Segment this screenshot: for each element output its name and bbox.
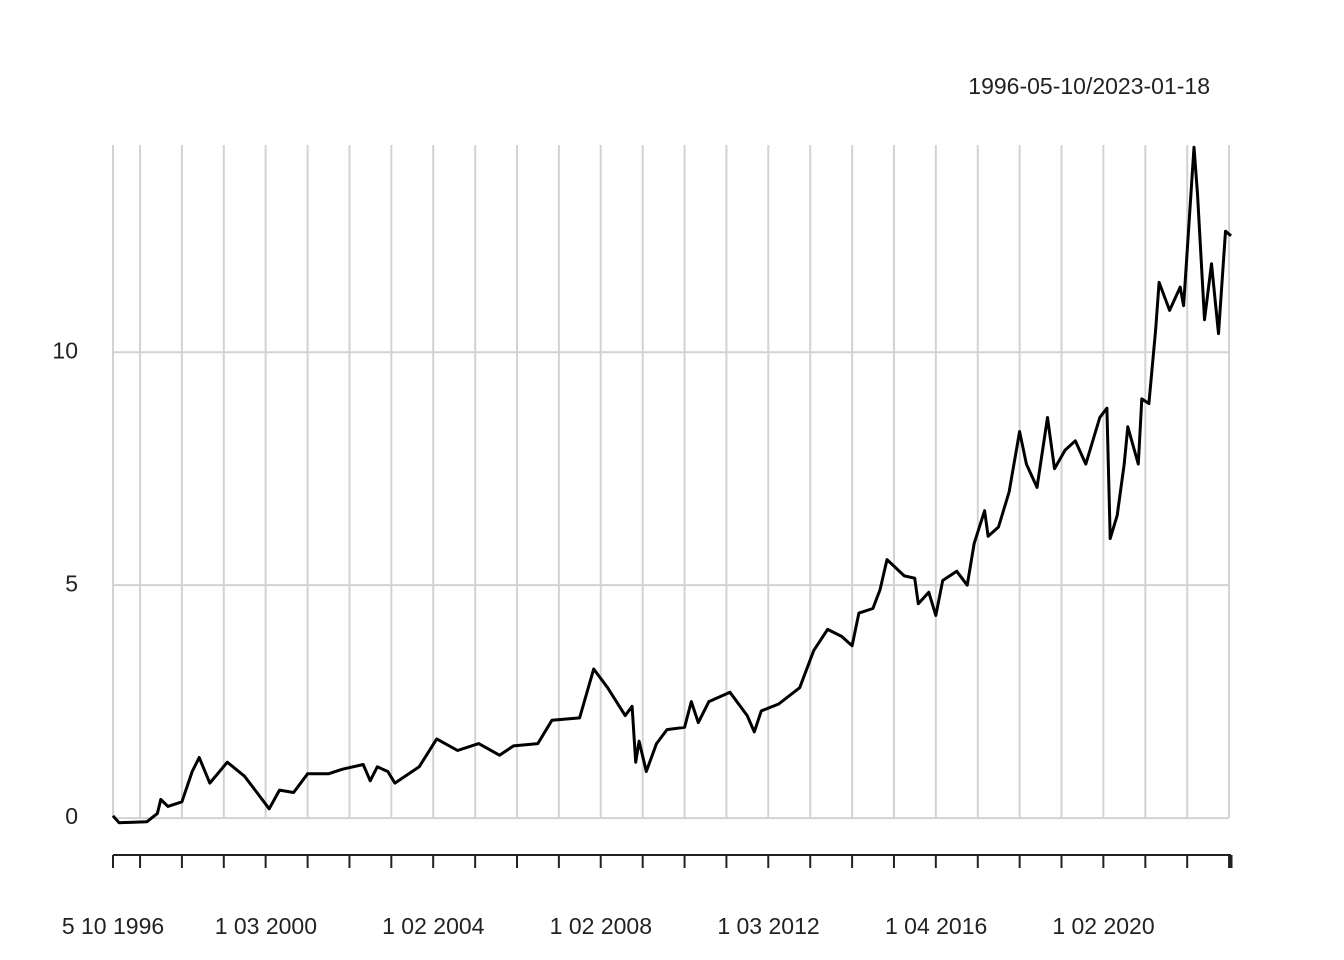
x-tick-label: 1 03 2012 xyxy=(717,913,819,939)
y-tick-label: 10 xyxy=(52,337,78,363)
x-tick-label: 1 02 2008 xyxy=(550,913,652,939)
y-tick-label: 0 xyxy=(65,803,78,829)
y-tick-label: 5 xyxy=(65,570,78,596)
line-series xyxy=(111,145,1232,825)
x-tick-label: 1 02 2004 xyxy=(382,913,485,939)
x-tick-label: 1 04 2016 xyxy=(885,913,987,939)
x-tick-label: 5 10 1996 xyxy=(62,913,164,939)
x-tick-label: 1 03 2000 xyxy=(215,913,317,939)
chart-title: 1996-05-10/2023-01-18 xyxy=(968,73,1210,99)
x-tick-label: 1 02 2020 xyxy=(1052,913,1154,939)
